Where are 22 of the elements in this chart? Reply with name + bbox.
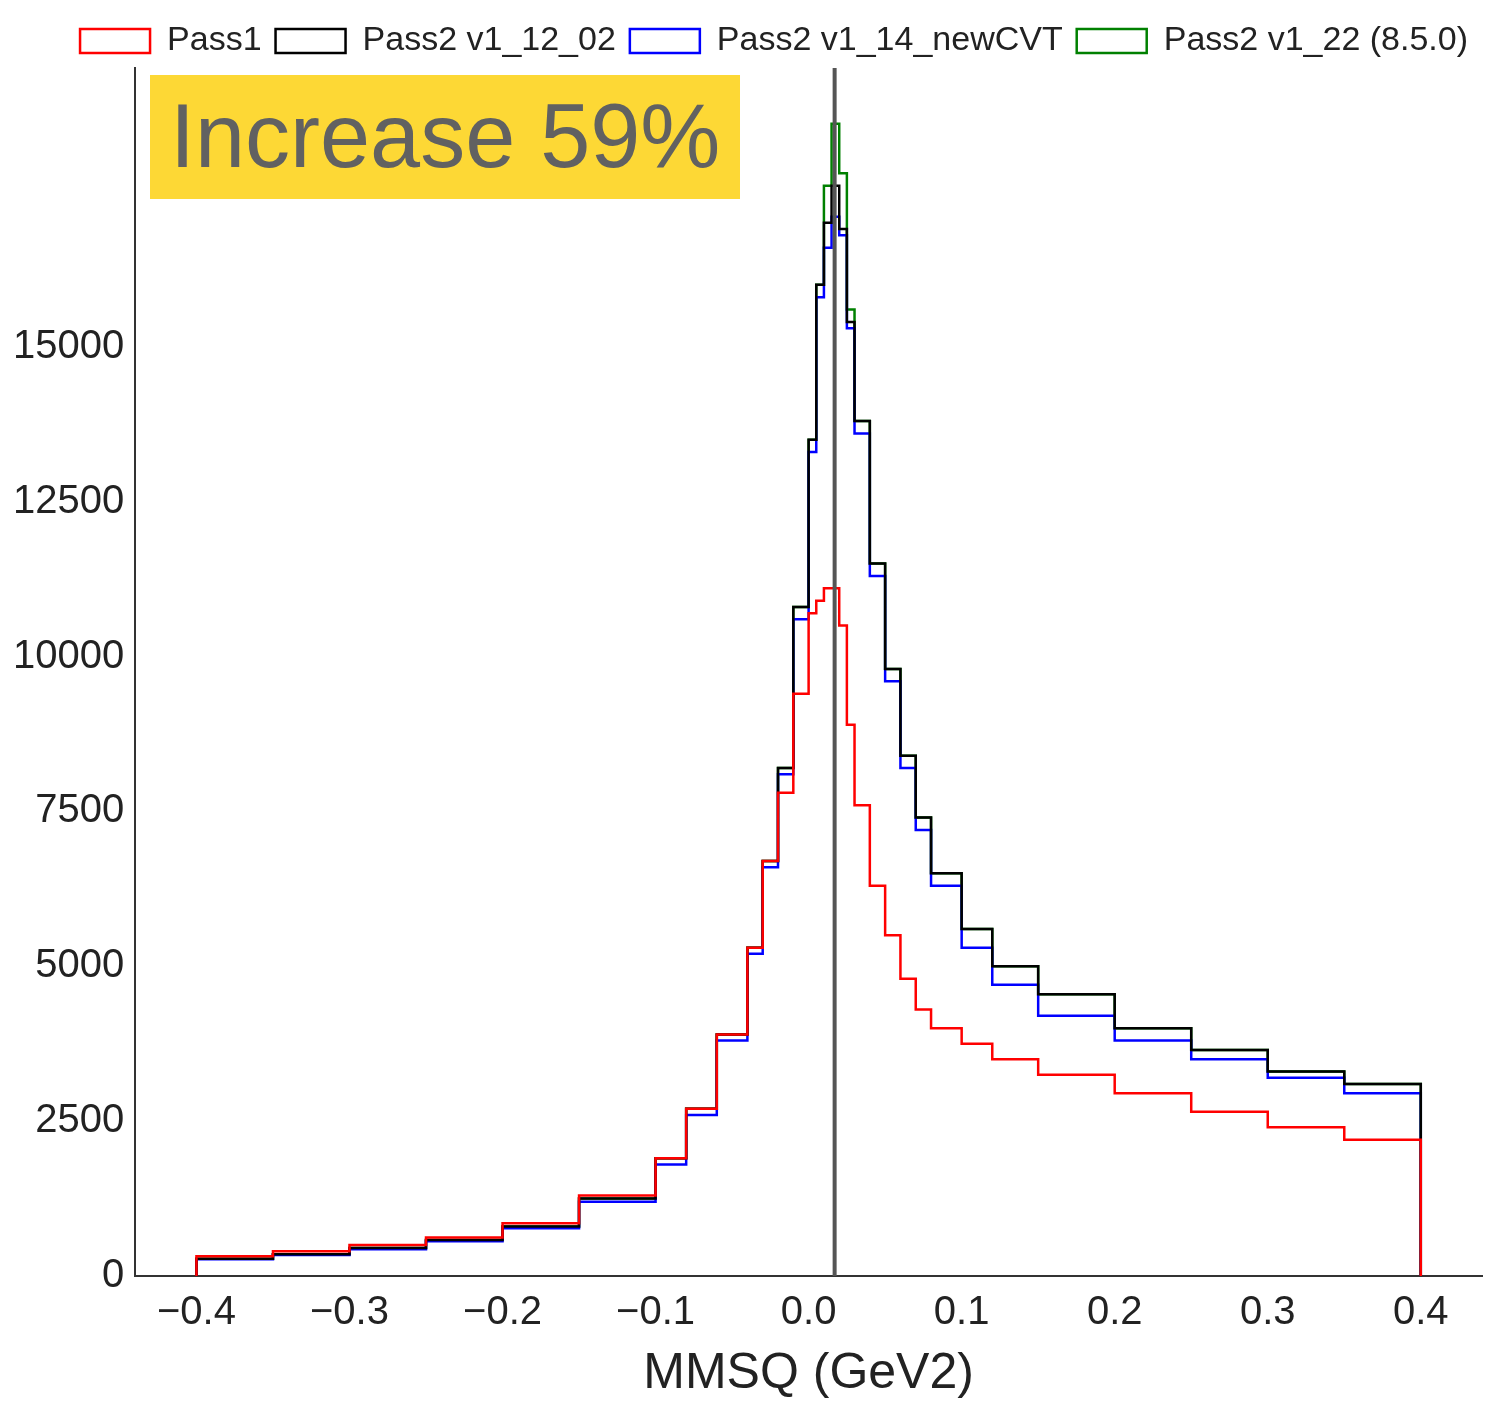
x-tick-label: 0.0 (780, 1288, 837, 1333)
y-tick-label: 0 (101, 1251, 125, 1296)
x-tick-label: −0.3 (310, 1288, 389, 1333)
x-tick-label: −0.4 (156, 1288, 236, 1333)
annotation: Increase 59% (150, 75, 741, 199)
legend-label: Pass2 v1_12_02 (362, 19, 616, 58)
y-tick-label: 15000 (13, 321, 125, 366)
x-tick-label: 0.1 (933, 1288, 990, 1333)
x-tick-label: −0.1 (616, 1288, 696, 1333)
y-tick-label: 7500 (35, 786, 125, 831)
y-tick-label: 5000 (35, 941, 125, 986)
y-tick-label: 2500 (35, 1096, 125, 1141)
x-tick-label: 0.3 (1239, 1288, 1296, 1333)
x-tick-label: −0.2 (463, 1288, 543, 1333)
legend-label: Pass2 v1_22 (8.5.0) (1163, 19, 1469, 58)
legend-label: Pass1 (167, 19, 262, 58)
y-tick-label: 10000 (13, 631, 125, 676)
y-tick-label: 12500 (13, 476, 125, 521)
legend-label: Pass2 v1_14_newCVT (716, 19, 1063, 58)
x-tick-label: 0.4 (1392, 1288, 1449, 1333)
x-tick-label: 0.2 (1086, 1288, 1143, 1333)
x-axis-title: MMSQ (GeV2) (643, 1342, 974, 1399)
